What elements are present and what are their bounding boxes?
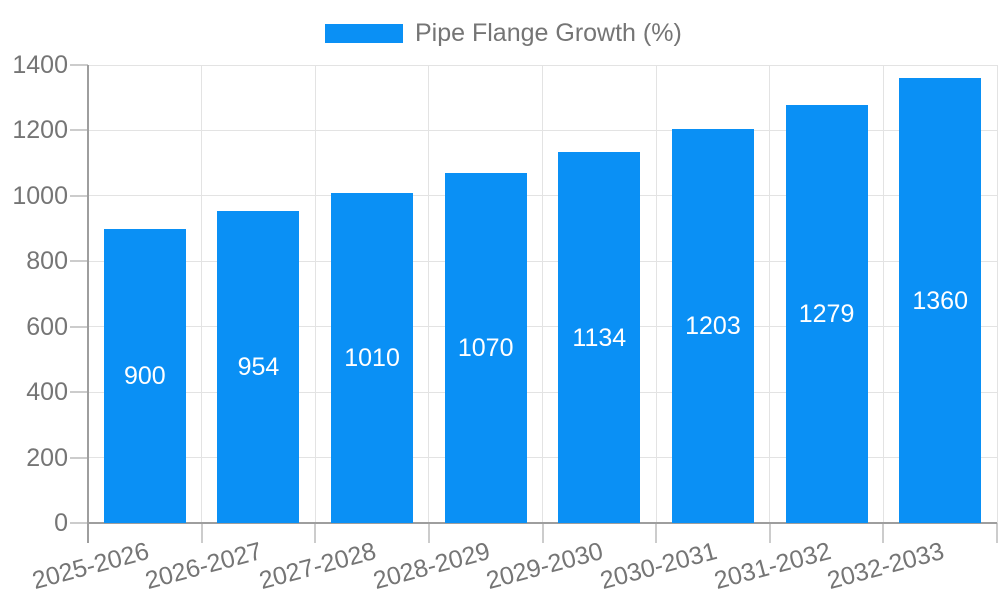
y-axis-tick: [70, 129, 88, 132]
bar-value-label: 900: [123, 361, 166, 390]
x-axis-tick: [996, 523, 998, 543]
y-axis-tick: [70, 522, 88, 524]
x-gridline: [655, 65, 657, 523]
x-axis-tick: [541, 523, 544, 543]
bar[interactable]: [444, 172, 527, 523]
bar-value-label: 1010: [344, 343, 400, 372]
y-axis-tick: [70, 391, 88, 394]
y-tick-label: 1000: [12, 181, 68, 210]
bar-value-label: 1360: [912, 286, 968, 315]
x-axis-tick: [882, 523, 885, 543]
x-gridline: [201, 65, 203, 523]
y-axis-line: [87, 65, 89, 523]
bar[interactable]: [103, 228, 186, 523]
y-tick-label: 0: [54, 509, 68, 537]
x-axis-tick: [427, 523, 430, 543]
y-tick-label: 1200: [12, 116, 68, 145]
x-axis-tick: [768, 523, 771, 543]
y-tick-label: 400: [26, 378, 68, 407]
y-tick-label: 200: [26, 443, 68, 472]
y-tick-label: 1400: [12, 51, 68, 79]
legend-swatch-icon: [325, 23, 403, 43]
bar[interactable]: [785, 104, 868, 523]
bar[interactable]: [671, 129, 754, 523]
y-tick-label: 800: [26, 247, 68, 276]
x-axis-tick: [87, 523, 89, 543]
bar-value-label: 1070: [457, 333, 514, 362]
bar-value-label: 1134: [572, 323, 627, 352]
x-gridline: [769, 65, 771, 523]
x-gridline: [542, 65, 543, 523]
x-axis-tick: [314, 523, 317, 543]
bar-value-label: 1279: [798, 299, 855, 328]
x-gridline: [996, 65, 998, 523]
bar[interactable]: [558, 152, 641, 523]
x-gridline: [428, 65, 430, 523]
x-axis-tick: [655, 523, 658, 543]
bar-value-label: 954: [237, 352, 280, 381]
y-tick-label: 600: [26, 312, 68, 341]
bar[interactable]: [331, 192, 414, 523]
y-axis-tick: [70, 64, 88, 66]
y-axis-tick: [70, 194, 88, 197]
x-gridline: [314, 65, 316, 523]
x-axis-line: [88, 522, 997, 524]
x-axis-tick: [200, 523, 203, 543]
y-axis-tick: [70, 325, 88, 328]
legend-item[interactable]: Pipe Flange Growth (%): [325, 20, 682, 46]
bar-value-label: 1203: [685, 312, 741, 341]
y-axis-tick: [70, 260, 88, 263]
legend-label: Pipe Flange Growth (%): [415, 19, 682, 47]
x-gridline: [882, 65, 884, 523]
bar[interactable]: [217, 210, 300, 523]
y-axis-tick: [70, 456, 88, 459]
bar[interactable]: [899, 78, 982, 523]
